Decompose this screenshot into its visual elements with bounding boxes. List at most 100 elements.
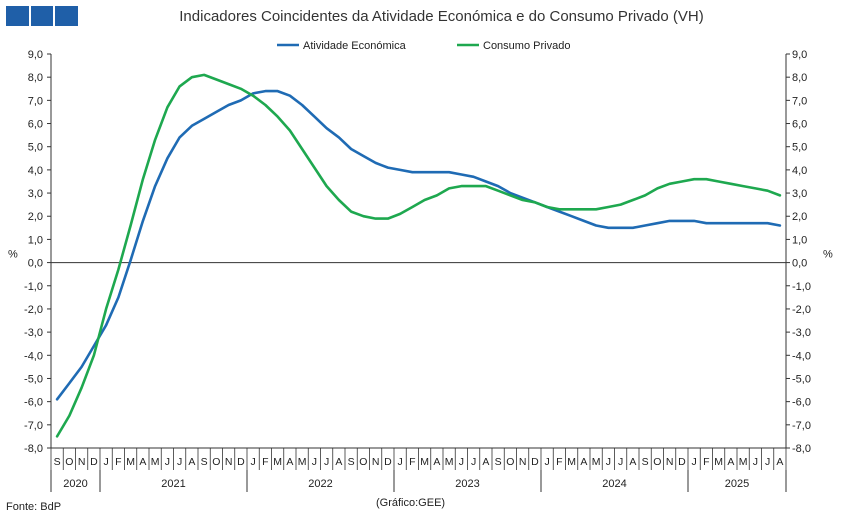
y-tick-label-left: 1,0 bbox=[28, 234, 43, 246]
month-tick-label: A bbox=[188, 456, 195, 468]
month-tick-label: J bbox=[104, 456, 109, 468]
year-tick-label: 2022 bbox=[308, 478, 332, 490]
y-tick-label-left: -8,0 bbox=[24, 443, 43, 455]
year-tick-label: 2025 bbox=[725, 478, 749, 490]
month-tick-label: J bbox=[324, 456, 329, 468]
y-tick-label-left: -1,0 bbox=[24, 281, 43, 293]
y-tick-label-left: 3,0 bbox=[28, 188, 43, 200]
month-tick-label: M bbox=[714, 456, 723, 468]
month-tick-label: O bbox=[65, 456, 73, 468]
y-tick-label-left: -6,0 bbox=[24, 397, 43, 409]
month-tick-label: F bbox=[703, 456, 709, 468]
y-tick-label-left: 6,0 bbox=[28, 119, 43, 131]
y-tick-label-right: 2,0 bbox=[792, 211, 807, 223]
axes-layer: 9,0 9,0 8,0 8,0 7,0 7,0 6,0 6,0 5,0 5,0 4,0 4,0 3,0 3… bbox=[8, 49, 833, 492]
month-tick-label: A bbox=[286, 456, 293, 468]
month-tick-label: J bbox=[471, 456, 476, 468]
month-tick-label: S bbox=[201, 456, 208, 468]
month-tick-label: F bbox=[262, 456, 268, 468]
month-tick-label: A bbox=[580, 456, 587, 468]
month-tick-label: A bbox=[482, 456, 489, 468]
month-tick-label: N bbox=[78, 456, 86, 468]
month-tick-label: J bbox=[459, 456, 464, 468]
y-tick-label-right: -4,0 bbox=[792, 350, 811, 362]
y-tick-label-left: 0,0 bbox=[28, 258, 43, 270]
y-tick-label-left: 4,0 bbox=[28, 165, 43, 177]
month-tick-label: S bbox=[348, 456, 355, 468]
month-tick-label: O bbox=[359, 456, 367, 468]
month-tick-label: A bbox=[776, 456, 783, 468]
month-tick-label: J bbox=[251, 456, 256, 468]
y-tick-label-right: -7,0 bbox=[792, 420, 811, 432]
y-tick-label-right: -1,0 bbox=[792, 281, 811, 293]
month-tick-label: M bbox=[420, 456, 429, 468]
y-tick-label-right: 3,0 bbox=[792, 188, 807, 200]
month-tick-label: S bbox=[642, 456, 649, 468]
y-tick-label-left: -4,0 bbox=[24, 350, 43, 362]
y-tick-label-left: 9,0 bbox=[28, 49, 43, 61]
month-tick-label: J bbox=[692, 456, 697, 468]
year-tick-label: 2020 bbox=[63, 478, 87, 490]
month-tick-label: D bbox=[678, 456, 686, 468]
month-tick-label: O bbox=[506, 456, 514, 468]
logo-square-1 bbox=[6, 6, 29, 26]
y-tick-label-right: -2,0 bbox=[792, 304, 811, 316]
month-tick-label: N bbox=[666, 456, 674, 468]
gee-logo bbox=[6, 6, 79, 26]
year-tick-label: 2023 bbox=[455, 478, 479, 490]
chart-title: Indicadores Coincidentes da Atividade Ec… bbox=[179, 8, 704, 25]
month-tick-label: A bbox=[335, 456, 342, 468]
month-tick-label: M bbox=[592, 456, 601, 468]
month-tick-label: J bbox=[753, 456, 758, 468]
month-tick-label: O bbox=[212, 456, 220, 468]
month-tick-label: M bbox=[273, 456, 282, 468]
y-tick-label-right: 1,0 bbox=[792, 234, 807, 246]
legend-entry: Consumo Privado bbox=[483, 40, 570, 52]
month-tick-label: D bbox=[384, 456, 392, 468]
y-tick-label-right: 6,0 bbox=[792, 119, 807, 131]
y-tick-label-left: 2,0 bbox=[28, 211, 43, 223]
y-tick-label-left: 5,0 bbox=[28, 142, 43, 154]
y-tick-label-right: 9,0 bbox=[792, 49, 807, 61]
month-tick-label: M bbox=[739, 456, 748, 468]
y-tick-label-right: -3,0 bbox=[792, 327, 811, 339]
y-tick-label-right: 5,0 bbox=[792, 142, 807, 154]
month-tick-label: J bbox=[398, 456, 403, 468]
y-tick-label-right: 4,0 bbox=[792, 165, 807, 177]
y-tick-label-left: -7,0 bbox=[24, 420, 43, 432]
chart-credit: (Gráfico:GEE) bbox=[376, 497, 446, 509]
y-tick-label-left: -2,0 bbox=[24, 304, 43, 316]
y-tick-label-left: -3,0 bbox=[24, 327, 43, 339]
month-tick-label: D bbox=[90, 456, 98, 468]
series-line-consumo-privado bbox=[55, 73, 782, 438]
month-tick-label: A bbox=[139, 456, 146, 468]
month-tick-label: J bbox=[165, 456, 170, 468]
y-axis-label-left: % bbox=[8, 248, 18, 260]
y-tick-label-left: 8,0 bbox=[28, 72, 43, 84]
month-tick-label: O bbox=[653, 456, 661, 468]
y-tick-label-right: -8,0 bbox=[792, 443, 811, 455]
series-line-atividade-economica bbox=[55, 89, 782, 401]
month-tick-label: A bbox=[433, 456, 440, 468]
month-tick-label: M bbox=[298, 456, 307, 468]
month-tick-label: J bbox=[765, 456, 770, 468]
month-tick-label: N bbox=[372, 456, 380, 468]
y-tick-label-right: -6,0 bbox=[792, 397, 811, 409]
month-tick-label: S bbox=[495, 456, 502, 468]
legend: Atividade Económica Consumo Privado bbox=[277, 40, 570, 52]
source-note: Fonte: BdP bbox=[6, 501, 62, 513]
series-layer bbox=[55, 73, 782, 438]
legend-entry: Atividade Económica bbox=[303, 40, 407, 52]
month-tick-label: J bbox=[618, 456, 623, 468]
y-tick-label-right: -5,0 bbox=[792, 373, 811, 385]
month-tick-label: M bbox=[445, 456, 454, 468]
month-tick-label: N bbox=[225, 456, 233, 468]
month-tick-label: F bbox=[115, 456, 121, 468]
month-tick-label: D bbox=[531, 456, 539, 468]
month-tick-label: A bbox=[727, 456, 734, 468]
y-axis-label-right: % bbox=[823, 248, 833, 260]
year-tick-label: 2021 bbox=[161, 478, 185, 490]
month-tick-label: F bbox=[409, 456, 415, 468]
y-tick-label-left: -5,0 bbox=[24, 373, 43, 385]
